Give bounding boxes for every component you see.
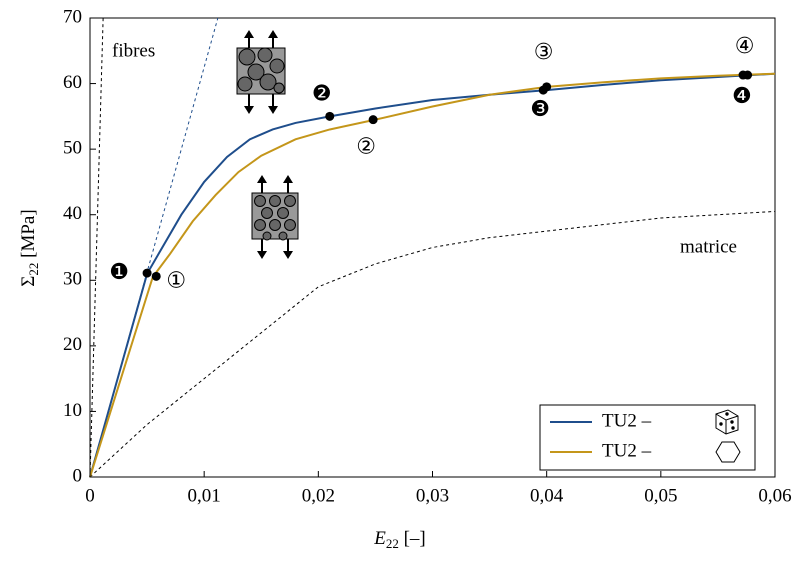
point-label: ❶ (109, 260, 129, 285)
x-label-unit: [–] (399, 528, 426, 549)
hexagon-icon (715, 441, 741, 463)
y-tick-label: 10 (63, 400, 82, 421)
y-tick-label: 70 (63, 6, 82, 27)
inset-hexagonal (251, 175, 299, 259)
x-tick-label: 0 (85, 485, 95, 506)
marker-point (151, 271, 161, 281)
point-label: ❷ (312, 81, 332, 106)
series-line (89, 72, 776, 478)
point-label: ❹ (732, 84, 752, 109)
inset-vertical (236, 30, 286, 114)
y-tick-label: 40 (63, 203, 82, 224)
point-label: ② (356, 135, 376, 160)
y-label-subscript: 22 (26, 263, 41, 276)
y-label-unit: [MPa] (18, 209, 39, 262)
marker-point (743, 70, 753, 80)
legend-label: TU2 – (602, 410, 652, 431)
dice-icon (715, 409, 739, 435)
point-label: ③ (534, 40, 554, 65)
x-axis-label: E22 [–] (373, 528, 426, 551)
y-tick-label: 20 (63, 334, 82, 355)
point-label: ④ (735, 34, 755, 59)
curve-label: matrice (680, 236, 737, 257)
x-tick-label: 0,03 (416, 485, 449, 506)
point-label: ❸ (530, 97, 550, 122)
y-tick-label: 30 (63, 269, 82, 290)
marker-point (542, 82, 552, 92)
x-tick-label: 0,06 (758, 485, 791, 506)
legend-label: TU2 – (602, 440, 652, 461)
x-tick-label: 0,01 (188, 485, 221, 506)
series-line (89, 72, 776, 478)
y-tick-label: 60 (63, 72, 82, 93)
x-tick-label: 0,04 (530, 485, 564, 506)
legend: TU2 – TU2 – (539, 404, 756, 471)
reference-curve (89, 17, 104, 478)
y-tick-label: 50 (63, 138, 82, 159)
marker-point (142, 268, 152, 278)
x-label-symbol: E (373, 528, 386, 549)
reference-curve (89, 210, 776, 478)
y-axis-label: Σ22 [MPa] (18, 209, 41, 286)
marker-point (368, 115, 378, 125)
x-label-subscript: 22 (386, 536, 399, 551)
x-tick-label: 0,05 (644, 485, 677, 506)
curve-label: fibres (112, 40, 155, 61)
y-label-symbol: Σ (18, 276, 39, 287)
marker-point (325, 111, 335, 121)
point-label: ① (166, 268, 186, 293)
y-tick-label: 0 (73, 465, 83, 486)
x-tick-label: 0,02 (302, 485, 335, 506)
